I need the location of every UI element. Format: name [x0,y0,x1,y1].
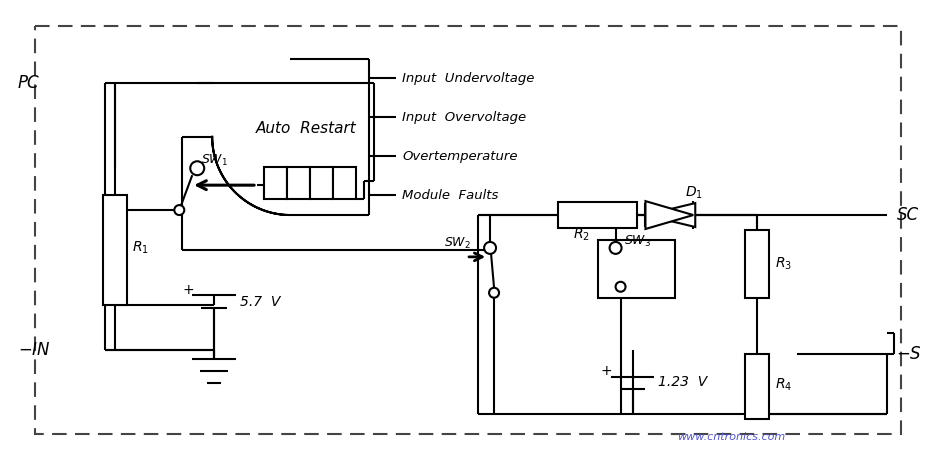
Circle shape [174,205,184,215]
Text: 5.7  V: 5.7 V [240,295,281,309]
Text: Module  Faults: Module Faults [403,189,499,202]
Bar [310,167,332,199]
Bar [332,167,356,199]
Text: $D_1$: $D_1$ [685,185,703,201]
Text: Input  Overvoltage: Input Overvoltage [403,111,527,124]
Text: $-$S: $-$S [896,345,922,364]
Circle shape [489,288,499,298]
Text: SW$_3$: SW$_3$ [623,234,651,250]
Text: $R_1$: $R_1$ [132,240,149,256]
Text: +: + [601,365,612,379]
Bar [103,195,127,305]
Circle shape [609,242,621,254]
Circle shape [616,282,626,292]
Text: $-$IN: $-$IN [18,340,51,359]
Text: SW$_1$: SW$_1$ [201,153,229,168]
Text: PC: PC [18,74,40,92]
Circle shape [484,242,496,254]
Bar [745,355,769,419]
Text: SW$_2$: SW$_2$ [444,237,471,252]
Text: $R_3$: $R_3$ [775,256,792,272]
Text: www.cntronics.com: www.cntronics.com [677,432,785,442]
Text: SC: SC [896,206,919,224]
Bar [745,230,769,298]
Text: Auto  Restart: Auto Restart [256,121,357,136]
Polygon shape [645,201,694,229]
Text: 1.23  V: 1.23 V [658,375,707,390]
Bar [597,240,675,298]
Polygon shape [645,203,695,227]
Bar [287,167,310,199]
Circle shape [190,161,205,175]
Text: +: + [182,283,194,297]
Bar [557,202,637,228]
Text: $R_4$: $R_4$ [775,376,792,393]
Text: $R_2$: $R_2$ [573,227,590,243]
Bar [264,167,287,199]
Text: Overtemperature: Overtemperature [403,150,518,163]
Text: Input  Undervoltage: Input Undervoltage [403,72,535,85]
